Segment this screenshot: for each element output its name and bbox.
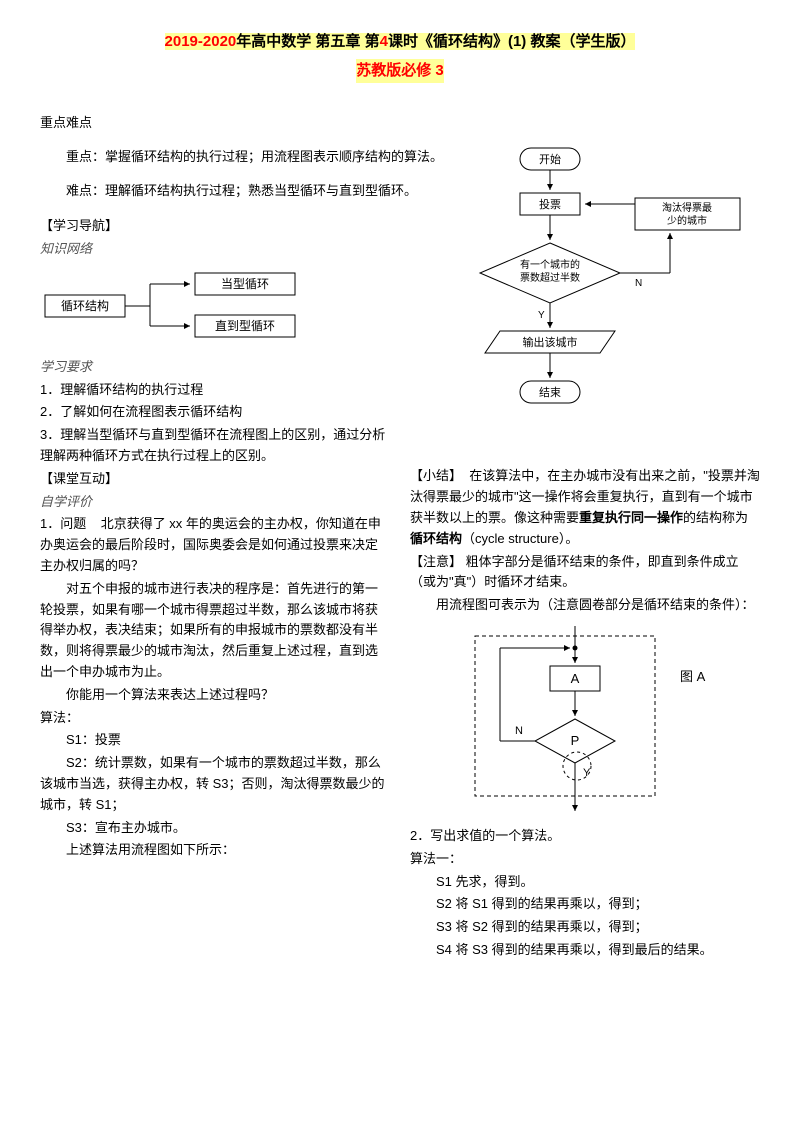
svg-text:当型循环: 当型循环 [221,277,269,291]
main-title: 2019-2020年高中数学 第五章 第4课时《循环结构》(1) 教案（学生版） [40,30,760,54]
svg-text:淘汰得票最: 淘汰得票最 [662,201,712,214]
content-area: 重点难点 重点：掌握循环结构的执行过程；用流程图表示顺序结构的算法。 难点：理解… [40,113,760,963]
subtitle: 苏教版必修 3 [356,59,444,83]
ketang-head: 【课堂互动】 [40,469,390,490]
svg-text:图 A: 图 A [680,669,706,684]
knowledge-diagram: 循环结构 当型循环 直到型循环 [40,270,350,340]
p5: 上述算法用流程图如下所示： [40,840,390,861]
title-p2: 课时《循环结构》(1) 教案（学生版） [388,33,636,50]
p4: 算法： [40,708,390,729]
flowchart-voting: 开始 投票 有一个城市的 票数超过半数 N 淘汰得票最 少的城市 Y 输出该城市… [420,143,770,470]
zhishi-head: 知识网络 [40,239,390,260]
svg-text:有一个城市的: 有一个城市的 [520,258,580,271]
zixue-head: 自学评价 [40,492,390,513]
svg-text:输出该城市: 输出该城市 [523,335,578,349]
svg-text:直到型循环: 直到型循环 [215,319,275,333]
svg-text:结束: 结束 [539,386,561,399]
q2-s1: S1 先求，得到。 [410,872,760,893]
p2: 对五个申报的城市进行表决的程序是：首先进行的第一轮投票，如果有哪一个城市得票超过… [40,579,390,683]
s1: S1：投票 [40,730,390,751]
svg-text:N: N [635,278,642,289]
q2-head: 2．写出求值的一个算法。 [410,826,760,847]
y3: 3．理解当型循环与直到型循环在流程图上的区别，通过分析理解两种循环方式在执行过程… [40,425,390,467]
title-num: 4 [380,33,388,50]
y1: 1．理解循环结构的执行过程 [40,380,390,401]
svg-text:P: P [571,733,580,748]
q2-s3: S3 将 S2 得到的结果再乘以，得到； [410,917,760,938]
svg-text:投票: 投票 [539,197,561,211]
svg-text:循环结构: 循环结构 [61,298,109,313]
svg-text:开始: 开始 [539,152,561,166]
q2-s2: S2 将 S1 得到的结果再乘以，得到； [410,894,760,915]
subtitle-wrap: 苏教版必修 3 [40,59,760,98]
p3: 你能用一个算法来表达上述过程吗？ [40,685,390,706]
yaoqiu-head: 学习要求 [40,357,390,378]
title-year: 2019-2020 [165,33,237,50]
svg-text:Y: Y [538,310,545,321]
svg-text:Y: Y [583,767,591,779]
s2: S2：统计票数，如果有一个城市的票数超过半数，那么该城市当选，获得主办权，转 S… [40,753,390,815]
y2: 2．了解如何在流程图表示循环结构 [40,402,390,423]
svg-text:N: N [515,725,523,737]
diagram-a: A P N Y 图 A [455,626,715,816]
xiaojie: 【小结】 在该算法中，在主办城市没有出来之前，"投票并淘汰得票最少的城市"这一操… [410,466,760,549]
s3: S3：宣布主办城市。 [40,818,390,839]
title-p1: 年高中数学 第五章 第 [236,33,379,50]
q2-a1: 算法一： [410,849,760,870]
svg-text:少的城市: 少的城市 [667,214,707,227]
q1: 1．问题 北京获得了 xx 年的奥运会的主办权，你知道在申办奥运会的最后阶段时，… [40,514,390,576]
q2-s4: S4 将 S3 得到的结果再乘以，得到最后的结果。 [410,940,760,961]
svg-text:票数超过半数: 票数超过半数 [520,271,580,284]
svg-text:A: A [571,671,580,686]
zhuyi-p2: 用流程图可表示为（注意圆卷部分是循环结束的条件）： [410,595,760,616]
left-column: 【学习导航】 知识网络 循环结构 当型循环 直到型循环 学习要求 1．理解循环结… [40,214,390,962]
zhongdian-head: 重点难点 [40,113,760,134]
zhuyi: 【注意】 粗体字部分是循环结束的条件，即直到条件成立（或为"真"）时循环才结束。 [410,552,760,594]
daohang-head: 【学习导航】 [40,216,390,237]
